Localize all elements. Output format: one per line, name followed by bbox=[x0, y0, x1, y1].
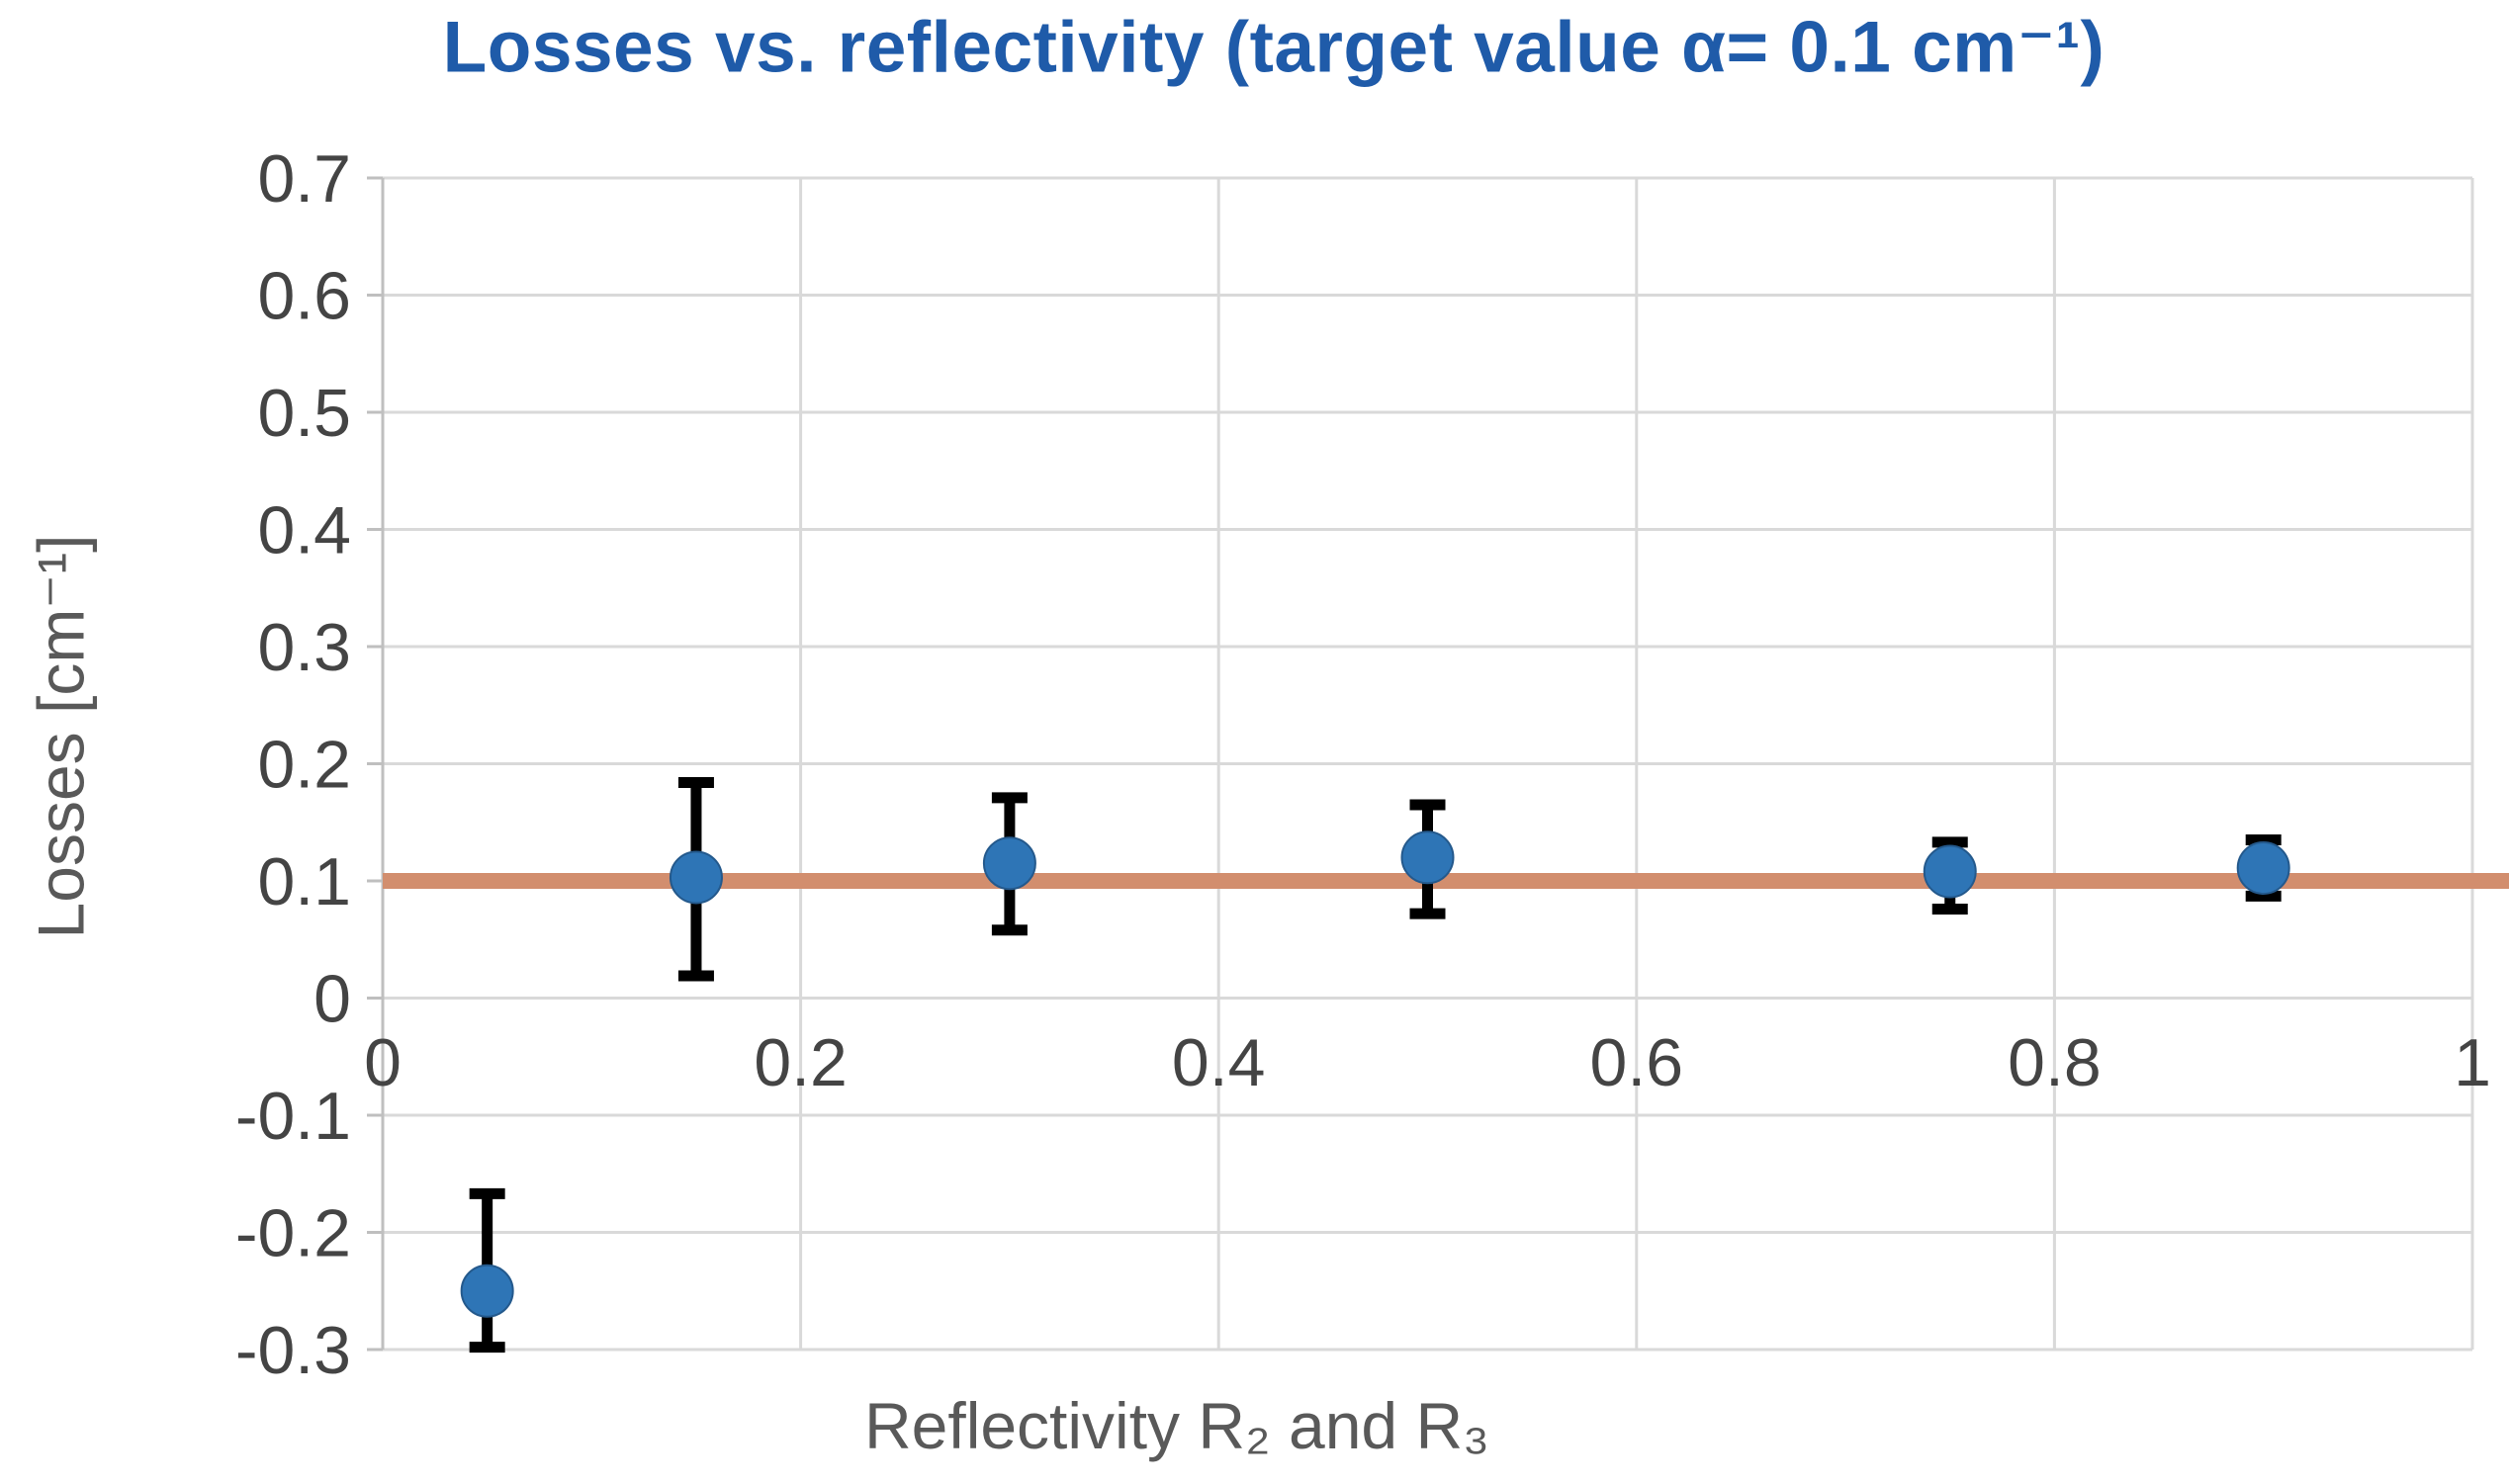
x-tick-label: 1 bbox=[2454, 1025, 2491, 1100]
x-tick-label: 0.2 bbox=[754, 1025, 848, 1100]
y-tick-label: 0.7 bbox=[257, 141, 351, 217]
y-tick-label: 0.6 bbox=[257, 259, 351, 334]
y-tick-label: -0.2 bbox=[235, 1196, 351, 1271]
y-tick-label: 0.4 bbox=[257, 493, 351, 568]
y-tick-label: 0.5 bbox=[257, 376, 351, 451]
data-point bbox=[982, 836, 1036, 891]
target-line bbox=[383, 873, 2509, 889]
y-tick-label: 0.1 bbox=[257, 844, 351, 919]
data-point bbox=[2236, 840, 2290, 895]
y-tick-label: 0.2 bbox=[257, 728, 351, 803]
data-point bbox=[460, 1264, 514, 1318]
y-tick-label: 0.3 bbox=[257, 610, 351, 685]
y-tick-label: 0 bbox=[314, 962, 351, 1037]
x-tick-label: 0.6 bbox=[1590, 1025, 1684, 1100]
y-tick-label: -0.1 bbox=[235, 1079, 351, 1154]
y-tick-label: -0.3 bbox=[235, 1313, 351, 1388]
x-tick-label: 0.8 bbox=[2008, 1025, 2102, 1100]
x-axis-title: Reflectivity R₂ and R₃ bbox=[863, 1389, 1490, 1462]
y-axis-title: Losses [cm⁻¹] bbox=[24, 534, 98, 939]
x-tick-label: 0.4 bbox=[1172, 1025, 1266, 1100]
chart-title: Losses vs. reflectivity (target value α=… bbox=[442, 7, 2106, 88]
data-point bbox=[669, 850, 723, 905]
data-point bbox=[1923, 844, 1977, 899]
data-point bbox=[1400, 830, 1455, 885]
x-tick-label: 0 bbox=[364, 1025, 402, 1100]
